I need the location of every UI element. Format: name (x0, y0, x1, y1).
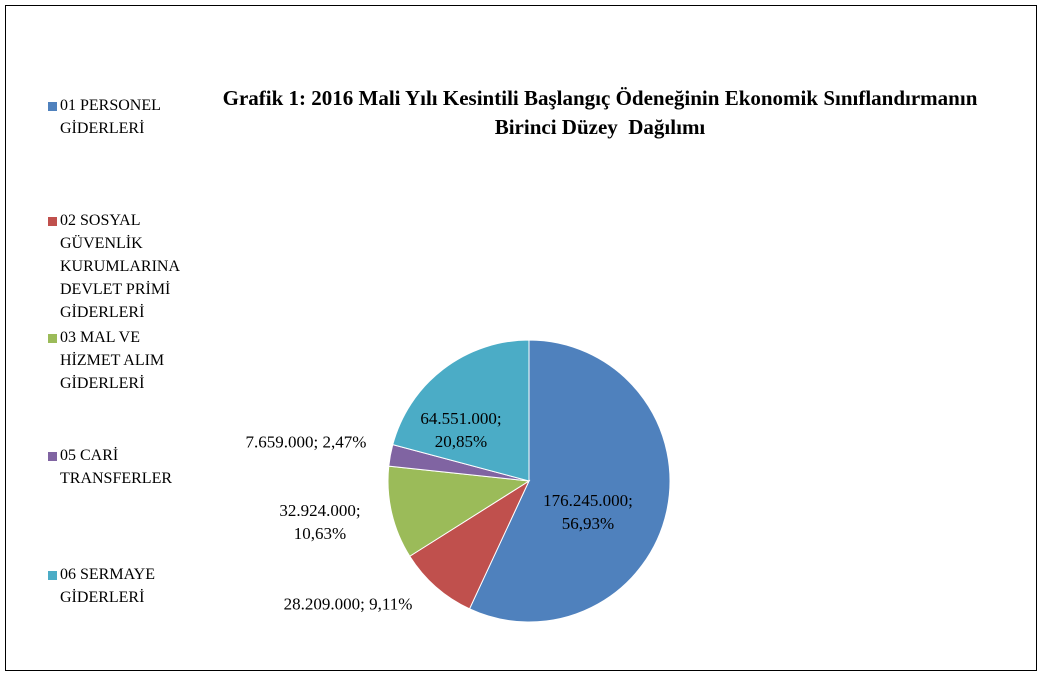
legend-label: 06 SERMAYE GİDERLERİ (60, 566, 155, 606)
data-label: 32.924.000; 10,63% (279, 501, 361, 543)
legend-label: 02 SOSYAL GÜVENLİK KURUMLARINA DEVLET PR… (60, 212, 180, 321)
legend-swatch (48, 102, 57, 111)
pie-slice (409, 479, 531, 610)
chart-title: Grafik 1: 2016 Mali Yılı Kesintili Başla… (222, 86, 983, 139)
pie-slice (387, 465, 531, 557)
legend-swatch (48, 452, 57, 461)
pie-slice (392, 339, 530, 482)
data-label: 28.209.000; 9,11% (283, 594, 413, 614)
legend-swatch (48, 334, 57, 343)
legend-label: 03 MAL VE HİZMET ALIM GİDERLERİ (60, 329, 165, 392)
legend-swatch (48, 217, 57, 226)
legend-label: 01 PERSONEL GİDERLERİ (60, 97, 161, 137)
pie-slice (468, 339, 671, 623)
chart-border (5, 5, 1037, 671)
data-label: 7.659.000; 2,47% (245, 432, 367, 452)
legend-label: 05 CARİ TRANSFERLER (60, 447, 173, 487)
data-label: 176.245.000; 56,93% (543, 491, 633, 533)
data-label: 64.551.000; 20,85% (420, 409, 502, 451)
legend-swatch (48, 571, 57, 580)
